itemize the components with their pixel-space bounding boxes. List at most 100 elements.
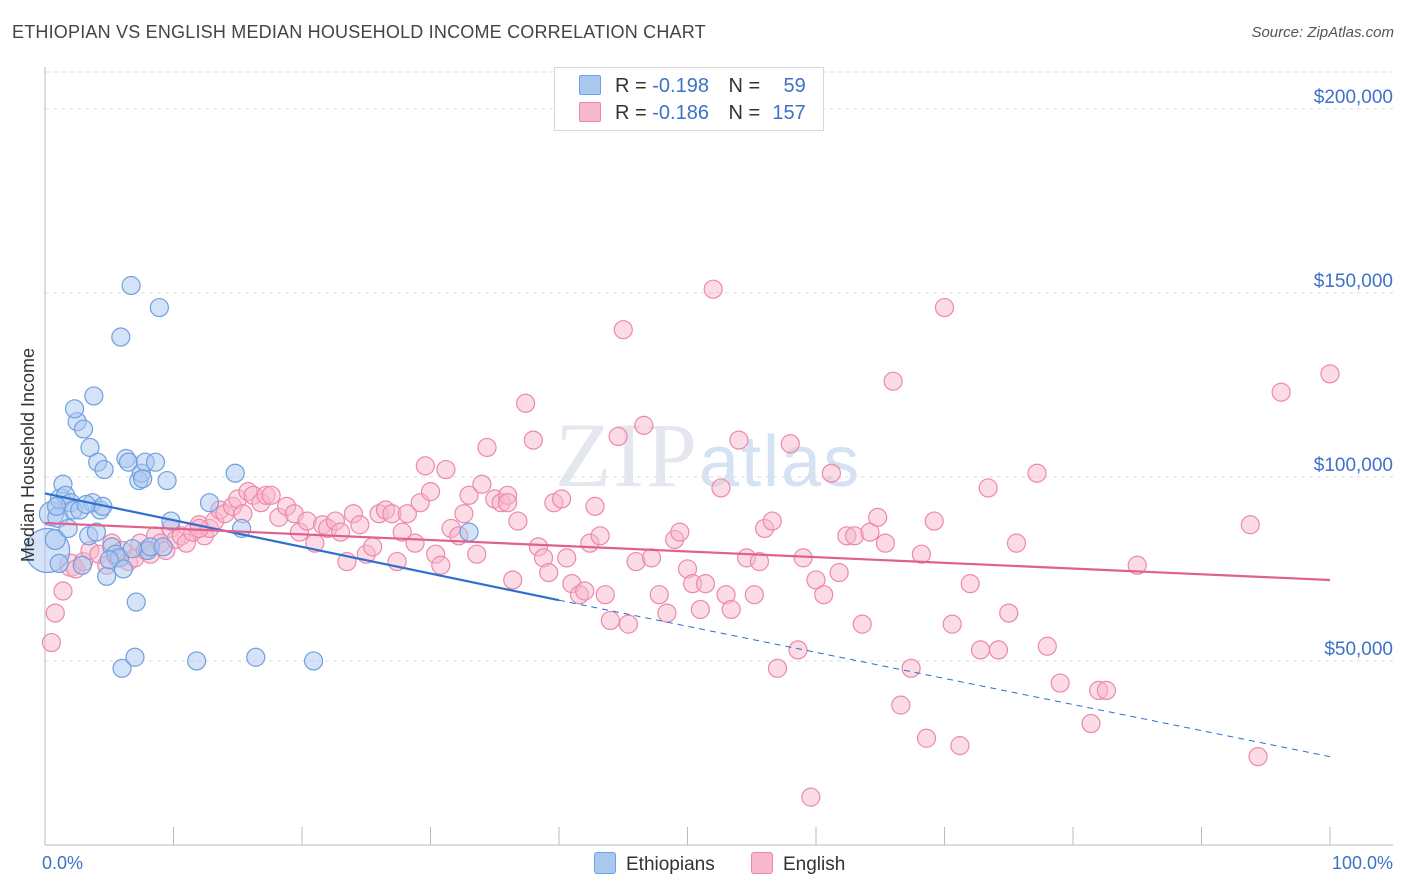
english-point bbox=[1271, 382, 1291, 402]
english-trend-line bbox=[44, 521, 1331, 582]
legend-swatch-english bbox=[579, 102, 601, 122]
english-point bbox=[649, 585, 669, 605]
x-tick-label-min: 0.0% bbox=[42, 853, 83, 873]
y-tick-label: $200,000 bbox=[1314, 87, 1393, 108]
ethiopians-point bbox=[246, 647, 266, 667]
bottom-legend-label-english: English bbox=[783, 854, 846, 875]
english-point bbox=[1096, 680, 1117, 701]
english-point bbox=[901, 658, 921, 678]
english-point bbox=[911, 544, 931, 564]
chart-title: ETHIOPIAN VS ENGLISH MEDIAN HOUSEHOLD IN… bbox=[12, 22, 706, 42]
ethiopians-point bbox=[97, 566, 117, 586]
ethiopians-point bbox=[49, 553, 69, 574]
y-tick-label: $50,000 bbox=[1324, 639, 1393, 660]
english-point bbox=[363, 537, 383, 557]
ethiopians-point bbox=[303, 651, 324, 671]
ethiopians-point bbox=[111, 327, 131, 347]
ethiopians-point bbox=[133, 469, 153, 489]
correlation-legend: R = -0.198 N = 59 R = -0.186 N = 157 bbox=[554, 67, 824, 131]
english-point bbox=[767, 658, 788, 678]
english-point bbox=[420, 482, 441, 502]
english-point bbox=[942, 614, 962, 634]
english-point bbox=[852, 614, 872, 634]
series-english-points bbox=[41, 279, 1340, 807]
english-point bbox=[924, 511, 944, 531]
english-point bbox=[721, 599, 741, 620]
english-point bbox=[988, 640, 1009, 660]
english-point bbox=[1081, 713, 1101, 734]
english-point bbox=[788, 640, 808, 660]
gridlines bbox=[45, 71, 1393, 662]
chart-source: Source: ZipAtlas.com bbox=[1251, 24, 1394, 41]
english-point bbox=[523, 430, 543, 450]
ethiopians-point bbox=[153, 537, 173, 557]
english-point bbox=[950, 736, 970, 756]
ethiopians-point bbox=[44, 528, 66, 551]
english-point bbox=[970, 640, 991, 660]
ethiopians-point bbox=[112, 658, 132, 678]
y-axis-label: Median Household Income bbox=[18, 348, 38, 562]
english-point bbox=[934, 297, 955, 318]
ethiopians-point bbox=[84, 386, 104, 406]
english-point bbox=[585, 496, 605, 516]
legend-r-value: -0.186 bbox=[652, 102, 709, 124]
english-point bbox=[657, 603, 677, 623]
english-point bbox=[436, 459, 456, 480]
trend-lines bbox=[44, 492, 1331, 758]
ethiopians-point bbox=[187, 651, 207, 671]
ethiopians-trend-line bbox=[44, 492, 560, 602]
english-point bbox=[551, 489, 572, 509]
legend-n-label: N = bbox=[728, 75, 761, 97]
english-point bbox=[590, 526, 610, 546]
legend-n-value: 157 bbox=[772, 102, 806, 124]
legend-n-value: 59 bbox=[783, 75, 806, 97]
english-point bbox=[454, 504, 474, 524]
english-point bbox=[392, 522, 412, 542]
english-point bbox=[515, 393, 536, 413]
english-point bbox=[261, 485, 281, 505]
ethiopians-point bbox=[121, 275, 141, 296]
english-point bbox=[53, 581, 73, 601]
ethiopians-point bbox=[58, 518, 78, 539]
legend-swatch-ethiopians bbox=[579, 75, 601, 95]
ethiopians-point bbox=[157, 470, 177, 491]
bottom-legend-english: English bbox=[751, 852, 845, 876]
english-point bbox=[503, 570, 523, 590]
english-point bbox=[711, 478, 731, 498]
ethiopians-point bbox=[113, 559, 133, 579]
ethiopians-point bbox=[73, 419, 94, 439]
english-point bbox=[670, 522, 690, 542]
english-point bbox=[703, 279, 723, 299]
ethiopians-point bbox=[86, 522, 107, 542]
english-point bbox=[41, 632, 62, 653]
english-point bbox=[749, 551, 770, 572]
english-point bbox=[814, 585, 834, 605]
axes bbox=[44, 67, 1393, 846]
english-point bbox=[960, 574, 980, 594]
english-point bbox=[1248, 747, 1268, 767]
y-tick-label: $100,000 bbox=[1314, 455, 1393, 476]
english-point bbox=[477, 437, 497, 458]
english-point bbox=[801, 787, 821, 807]
english-point bbox=[729, 430, 749, 450]
ethiopians-point bbox=[145, 452, 166, 472]
english-point bbox=[557, 548, 577, 568]
bottom-legend-ethiopians: Ethiopians bbox=[594, 852, 715, 876]
ethiopians-point bbox=[149, 297, 169, 318]
english-point bbox=[641, 548, 662, 568]
english-point bbox=[875, 533, 895, 553]
english-point bbox=[1320, 364, 1340, 384]
english-point bbox=[405, 533, 425, 553]
english-point bbox=[467, 544, 487, 564]
ethiopians-point bbox=[99, 550, 119, 570]
english-point bbox=[498, 493, 518, 513]
english-point bbox=[608, 426, 628, 447]
legend-row-ethiopians: R = -0.198 N = 59 bbox=[579, 75, 806, 99]
english-point bbox=[1027, 463, 1047, 483]
english-point bbox=[397, 504, 417, 524]
english-point bbox=[821, 463, 842, 483]
english-point bbox=[780, 434, 800, 454]
english-point bbox=[618, 614, 638, 634]
legend-r-label: R = bbox=[615, 102, 647, 124]
english-point bbox=[891, 695, 911, 715]
